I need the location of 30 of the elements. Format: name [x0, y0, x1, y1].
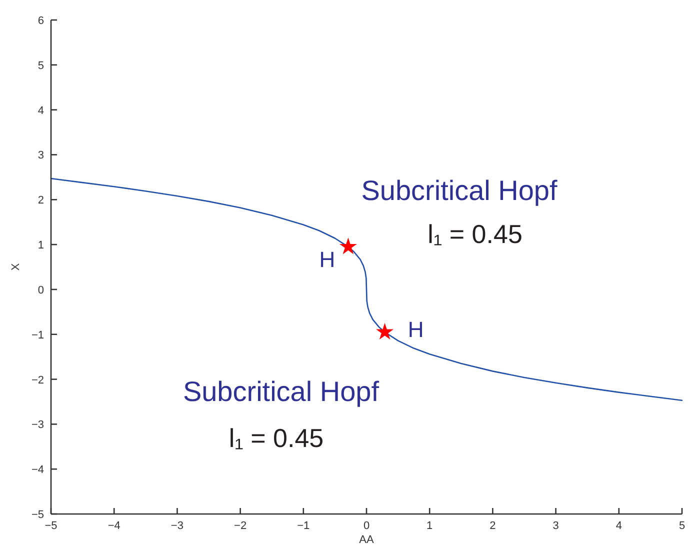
y-tick-label: −5: [31, 509, 44, 521]
x-axis-title: AA: [359, 534, 374, 546]
y-tick-label: 0: [38, 284, 44, 296]
annotation: Subcritical Hopf: [182, 376, 380, 407]
x-tick-label: 5: [678, 520, 686, 532]
annotation: l₁ = 0.45: [428, 218, 522, 249]
y-tick-label: 1: [38, 240, 44, 252]
y-tick-label: −4: [31, 464, 44, 476]
y-tick-label: −3: [31, 419, 44, 432]
annotation: H: [319, 246, 336, 272]
x-tick-label: −2: [234, 520, 247, 532]
annotation: Subcritical Hopf: [361, 174, 558, 206]
x-tick-label: −4: [108, 520, 120, 532]
y-tick-label: 5: [38, 60, 44, 72]
annotation: H: [408, 317, 424, 342]
y-axis-title: X: [10, 262, 22, 271]
annotation: l₁ = 0.45: [228, 422, 324, 453]
y-tick-label: −2: [31, 374, 44, 386]
y-tick-label: −1: [31, 329, 44, 342]
x-tick-label: −1: [297, 520, 310, 532]
x-tick-label: −3: [170, 520, 184, 532]
y-tick-label: 3: [38, 150, 44, 162]
y-tick-label: 2: [38, 194, 44, 207]
y-tick-label: 4: [38, 104, 44, 117]
x-tick-label: 1: [426, 520, 433, 532]
x-tick-label: 2: [490, 520, 496, 532]
x-tick-label: 3: [552, 520, 559, 532]
x-tick-label: 4: [616, 520, 622, 532]
y-tick-label: 6: [38, 15, 44, 27]
x-tick-label: 0: [363, 520, 370, 532]
